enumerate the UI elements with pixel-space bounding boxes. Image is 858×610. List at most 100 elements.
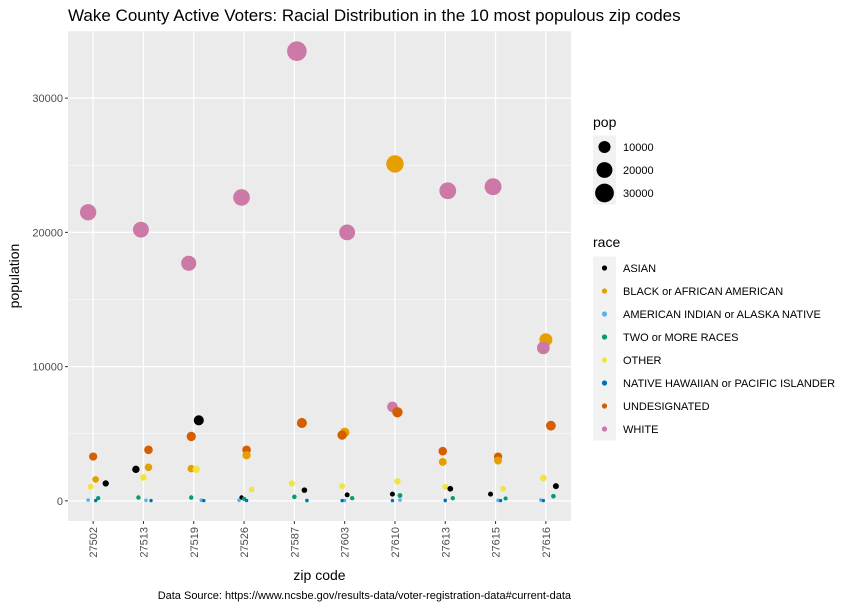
data-point <box>144 445 153 455</box>
y-tick-label: 10000 <box>32 362 63 374</box>
color-legend-dot <box>601 288 608 294</box>
size-legend-label: 20000 <box>623 165 654 177</box>
data-point <box>552 483 559 490</box>
size-legend: pop 10000 20000 30000 <box>593 114 654 205</box>
color-legend-title: race <box>593 234 620 250</box>
data-point <box>390 498 395 503</box>
data-point <box>132 465 140 474</box>
data-point <box>337 430 347 440</box>
data-point <box>438 446 447 456</box>
y-tick-label: 20000 <box>32 227 63 239</box>
data-point <box>438 457 447 466</box>
x-tick-label: 27610 <box>390 527 402 558</box>
data-point <box>503 496 508 501</box>
data-point <box>193 415 204 426</box>
data-point <box>398 498 402 502</box>
color-legend-dot <box>601 334 608 340</box>
data-point <box>242 451 251 460</box>
data-point <box>149 498 153 503</box>
data-point <box>202 498 206 503</box>
data-point <box>545 420 556 431</box>
size-legend-dot <box>596 162 613 178</box>
data-point <box>392 407 403 418</box>
data-point <box>447 485 454 492</box>
data-point <box>344 492 350 498</box>
data-point <box>244 498 249 503</box>
size-legend-label: 30000 <box>623 188 654 200</box>
data-point <box>237 498 241 503</box>
color-legend-dot <box>601 311 608 317</box>
color-legend: race ASIAN BLACK or AFRICAN AMERICAN AMERI… <box>593 234 835 441</box>
size-legend-title: pop <box>593 114 617 130</box>
data-point <box>484 178 502 196</box>
y-axis: 0 10000 20000 30000 <box>32 93 68 508</box>
data-point <box>494 456 503 465</box>
data-point <box>339 483 346 490</box>
x-tick-label: 27587 <box>289 527 301 558</box>
data-point <box>140 473 147 481</box>
data-point <box>442 483 449 490</box>
data-point <box>96 496 101 501</box>
data-point <box>93 498 98 503</box>
x-tick-label: 27513 <box>138 527 150 558</box>
data-point <box>233 189 250 206</box>
data-point <box>339 224 356 241</box>
color-legend-label: UNDESIGNATED <box>623 401 710 413</box>
data-point <box>342 498 347 503</box>
data-point <box>248 486 255 493</box>
data-point <box>296 418 307 428</box>
data-point <box>551 493 556 499</box>
data-point <box>488 491 494 497</box>
data-point <box>102 480 109 487</box>
data-point <box>439 182 457 200</box>
data-point <box>397 493 403 498</box>
x-tick-label: 27519 <box>189 527 201 558</box>
data-point <box>287 41 307 61</box>
data-point <box>87 483 94 490</box>
data-point <box>192 465 200 474</box>
data-point <box>350 496 355 501</box>
color-legend-label: OTHER <box>623 355 662 367</box>
size-legend-dot <box>595 183 614 203</box>
data-point <box>536 341 550 355</box>
data-point <box>89 452 98 461</box>
chart-title: Wake County Active Voters: Racial Distri… <box>68 6 681 25</box>
data-point <box>541 498 546 503</box>
data-point <box>386 155 404 173</box>
x-tick-label: 27615 <box>491 527 503 558</box>
x-tick-label: 27603 <box>340 527 352 558</box>
data-point <box>136 495 141 500</box>
data-point <box>144 463 153 472</box>
y-tick-label: 30000 <box>32 93 63 105</box>
data-point <box>340 498 344 503</box>
data-point <box>189 495 194 500</box>
x-axis-title: zip code <box>293 567 345 583</box>
color-legend-label: NATIVE HAWAIIAN or PACIFIC ISLANDER <box>623 378 835 390</box>
data-point <box>500 485 506 492</box>
data-point <box>389 491 395 497</box>
x-tick-label: 27616 <box>541 527 553 558</box>
data-point <box>186 431 196 442</box>
x-tick-label: 27526 <box>239 527 251 558</box>
data-point <box>86 498 90 502</box>
x-tick-label: 27613 <box>440 527 452 558</box>
color-legend-dot <box>601 403 608 409</box>
color-legend-label: ASIAN <box>623 263 656 275</box>
size-legend-dot <box>598 140 611 154</box>
data-point <box>305 498 309 503</box>
data-point <box>301 487 308 493</box>
x-tick-label: 27502 <box>88 527 100 558</box>
data-point <box>496 498 500 503</box>
size-legend-label: 10000 <box>623 142 654 154</box>
data-point <box>450 496 455 501</box>
color-legend-dot <box>601 380 608 386</box>
data-point <box>79 204 97 221</box>
data-point <box>443 498 447 503</box>
color-legend-dot <box>601 265 608 271</box>
data-points <box>79 41 559 503</box>
data-point <box>394 478 401 485</box>
data-point <box>292 494 297 500</box>
data-point <box>144 498 148 503</box>
data-point <box>498 498 503 503</box>
data-point <box>288 480 295 487</box>
